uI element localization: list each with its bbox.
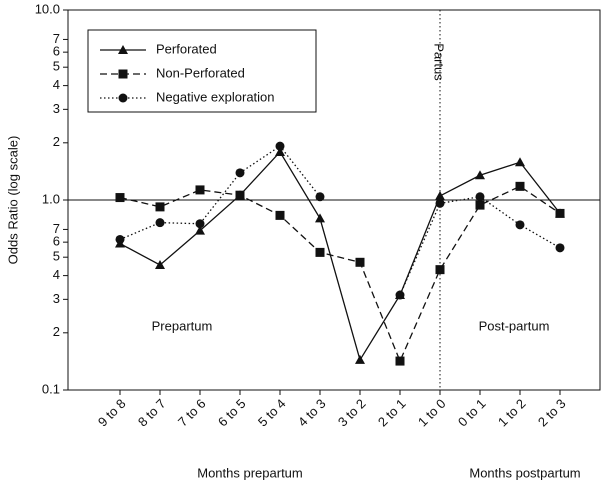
marker (555, 208, 565, 218)
marker (395, 290, 405, 300)
marker (235, 190, 245, 200)
marker (555, 243, 565, 253)
x-tick-label: 1 to 0 (415, 396, 449, 430)
y-tick-label: 6 (53, 234, 60, 249)
legend-label: Negative exploration (156, 89, 275, 104)
x-tick-label: 8 to 7 (135, 396, 169, 430)
marker (195, 225, 205, 235)
marker (155, 218, 165, 228)
y-tick-label: 4 (53, 267, 60, 282)
legend-label: Perforated (156, 41, 217, 56)
annotation: Prepartum (152, 318, 213, 333)
annotation: Post-partum (479, 318, 550, 333)
y-tick-label: 3 (53, 291, 60, 306)
marker (195, 219, 205, 229)
y-tick-label: 2 (53, 324, 60, 339)
y-tick-label: 10.0 (35, 1, 60, 16)
x-tick-label: 2 to 1 (375, 396, 409, 430)
y-tick-label: 5 (53, 249, 60, 264)
y-tick-label: 1.0 (42, 191, 60, 206)
x-axis-label: Months prepartum (197, 465, 303, 480)
marker (195, 185, 205, 195)
y-tick-label: 2 (53, 134, 60, 149)
x-tick-label: 9 to 8 (95, 396, 129, 430)
x-axis-label: Months postpartum (469, 465, 580, 480)
y-tick-label: 4 (53, 77, 60, 92)
marker (115, 234, 125, 244)
y-tick-label: 0.1 (42, 381, 60, 396)
legend-label: Non-Perforated (156, 65, 245, 80)
marker (355, 354, 365, 364)
legend: Perforated Non-Perforated Negative explora… (87, 29, 317, 113)
x-tick-label: 3 to 2 (335, 396, 369, 430)
legend-marker (118, 93, 128, 103)
marker (475, 170, 485, 180)
series-line (119, 185, 561, 363)
marker (275, 210, 285, 220)
x-tick-label: 4 to 3 (295, 396, 329, 430)
marker (515, 181, 525, 191)
marker (435, 265, 445, 275)
legend-marker (118, 45, 128, 54)
marker (155, 259, 165, 269)
y-axis-label: Odds Ratio (log scale) (5, 136, 20, 265)
marker (355, 257, 365, 267)
marker (315, 213, 325, 223)
y-tick-label: 7 (53, 221, 60, 236)
y-tick-label: 7 (53, 31, 60, 46)
x-tick-label: 0 to 1 (455, 396, 489, 430)
marker (475, 200, 485, 210)
marker (315, 192, 325, 202)
marker (475, 192, 485, 202)
legend-marker (118, 69, 128, 79)
y-tick-label: 3 (53, 101, 60, 116)
marker (275, 146, 285, 156)
x-tick-label: 1 to 2 (495, 396, 529, 430)
annotation: Partus (432, 43, 447, 81)
marker (515, 157, 525, 167)
x-tick-label: 7 to 6 (175, 396, 209, 430)
series-line (119, 150, 561, 362)
marker (235, 168, 245, 178)
marker (275, 141, 285, 151)
marker (155, 202, 165, 212)
x-tick-label: 5 to 4 (255, 396, 289, 430)
marker (435, 198, 445, 208)
series-line (119, 145, 561, 296)
marker (315, 247, 325, 257)
marker (515, 220, 525, 230)
y-tick-label: 6 (53, 44, 60, 59)
y-tick-label: 5 (53, 59, 60, 74)
x-tick-label: 2 to 3 (535, 396, 569, 430)
x-tick-label: 6 to 5 (215, 396, 249, 430)
marker (435, 190, 445, 200)
marker (395, 356, 405, 366)
marker (115, 193, 125, 203)
